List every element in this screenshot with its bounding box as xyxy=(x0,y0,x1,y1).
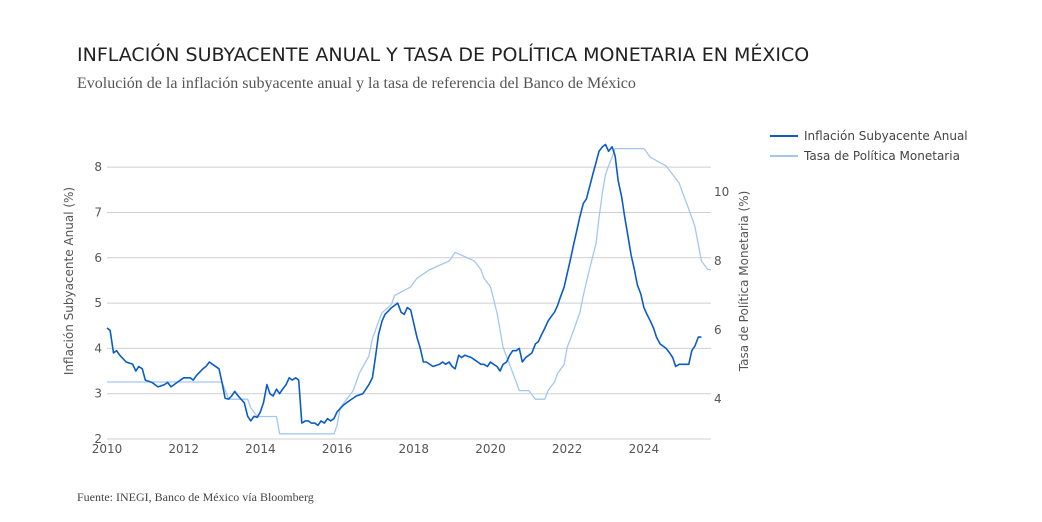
x-tick-2020: 2020 xyxy=(475,442,506,456)
x-tick-2024: 2024 xyxy=(629,442,660,456)
y-right-tick-4: 4 xyxy=(714,392,722,406)
legend-label-policy-rate: Tasa de Política Monetaria xyxy=(804,149,960,163)
y-axis-left-label: Inflación Subyacente Anual (%) xyxy=(62,187,76,375)
legend-label-core-inflation: Inflación Subyacente Anual xyxy=(804,129,968,143)
y-left-tick-2: 2 xyxy=(94,432,102,446)
x-tick-2012: 2012 xyxy=(168,442,199,456)
y-left-tick-3: 3 xyxy=(94,387,102,401)
y-left-tick-7: 7 xyxy=(94,205,102,219)
y-left-tick-8: 8 xyxy=(94,160,102,174)
x-tick-2018: 2018 xyxy=(399,442,430,456)
legend-swatch-core-inflation xyxy=(770,135,798,137)
y-right-tick-8: 8 xyxy=(714,254,722,268)
source-note: Fuente: INEGI, Banco de México vía Bloom… xyxy=(77,490,314,504)
legend-item-core-inflation[interactable]: Inflación Subyacente Anual xyxy=(770,126,968,146)
y-left-tick-5: 5 xyxy=(94,296,102,310)
x-tick-2022: 2022 xyxy=(552,442,583,456)
legend-item-policy-rate[interactable]: Tasa de Política Monetaria xyxy=(770,146,968,166)
y-axis-right-label: Tasa de Política Monetaria (%) xyxy=(737,191,751,373)
x-tick-2016: 2016 xyxy=(322,442,353,456)
series-line-core-inflation xyxy=(106,143,702,427)
series-line-policy-rate xyxy=(107,147,711,435)
y-right-tick-10: 10 xyxy=(714,185,729,199)
chart-title: INFLACIÓN SUBYACENTE ANUAL Y TASA DE POL… xyxy=(77,44,810,66)
legend-swatch-policy-rate xyxy=(770,155,798,157)
grid-lines xyxy=(107,166,711,440)
series-lines xyxy=(106,143,711,435)
x-tick-2010: 2010 xyxy=(92,442,123,456)
chart-subtitle: Evolución de la inflación subyacente anu… xyxy=(77,75,636,92)
x-tick-2014: 2014 xyxy=(245,442,276,456)
y-right-tick-6: 6 xyxy=(714,323,722,337)
y-left-tick-6: 6 xyxy=(94,251,102,265)
legend: Inflación Subyacente Anual Tasa de Polít… xyxy=(770,126,968,166)
axis-ticks: 2 3 4 5 6 7 8 4 6 8 10 2010 2012 2014 2016 2018 2020 2022… xyxy=(92,160,730,456)
y-left-tick-4: 4 xyxy=(94,341,102,355)
